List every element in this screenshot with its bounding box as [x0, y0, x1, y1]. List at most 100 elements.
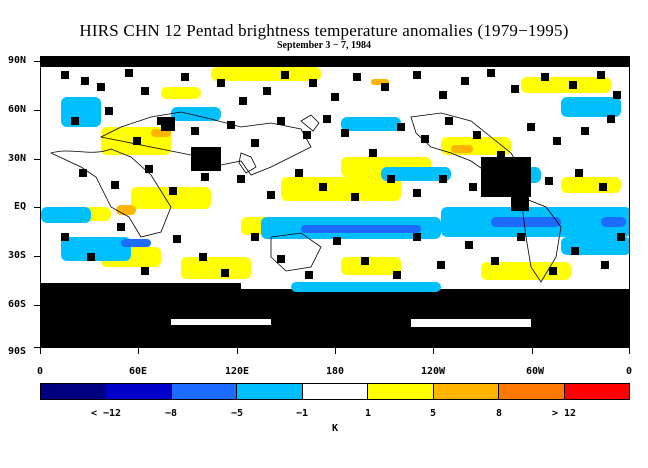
missing-data-cell: [393, 271, 401, 279]
missing-data-cell: [527, 123, 535, 131]
missing-data-cell: [87, 253, 95, 261]
cold-anomaly-region: [601, 217, 626, 227]
missing-data-cell: [133, 137, 141, 145]
missing-data-cell: [141, 267, 149, 275]
y-tick: [34, 110, 40, 111]
warm-anomaly-region: [131, 187, 211, 209]
cold-anomaly-region: [121, 239, 151, 247]
missing-data-cell: [309, 79, 317, 87]
missing-data-cell: [323, 115, 331, 123]
missing-data-cell: [497, 151, 505, 159]
colorbar-segment: [499, 384, 565, 399]
missing-data-cell: [125, 69, 133, 77]
cool-anomaly-region: [61, 97, 101, 127]
missing-data-cell: [227, 121, 235, 129]
y-tick: [34, 347, 40, 348]
x-label-60e: 60E: [128, 366, 148, 377]
missing-data-cell: [469, 183, 477, 191]
colorbar-label: −1: [295, 408, 309, 419]
missing-data-cell: [71, 117, 79, 125]
data-gap: [411, 319, 531, 327]
missing-data-cell: [613, 91, 621, 99]
colorbar-label: 1: [364, 408, 372, 419]
colorbar: [40, 383, 630, 400]
missing-data-cell: [111, 181, 119, 189]
missing-data-cell: [333, 237, 341, 245]
missing-data-cell: [267, 191, 275, 199]
cool-anomaly-region: [341, 117, 401, 131]
warm-anomaly-region: [181, 257, 251, 279]
cool-anomaly-region: [561, 97, 621, 117]
missing-data-region: [161, 117, 175, 131]
missing-data-cell: [199, 253, 207, 261]
anomaly-map: [40, 56, 630, 348]
x-tick: [40, 348, 41, 354]
missing-data-cell: [319, 183, 327, 191]
missing-data-cell: [81, 77, 89, 85]
map-title: HIRS CHN 12 Pentad brightness temperatur…: [79, 21, 569, 40]
colorbar-label: −5: [230, 408, 244, 419]
coastline: [300, 114, 320, 132]
y-label-30s: 30S: [7, 250, 26, 261]
y-label-90s: 90S: [7, 346, 26, 357]
y-tick: [34, 207, 40, 208]
coastline: [99, 111, 312, 176]
missing-data-cell: [79, 169, 87, 177]
colorbar-label: > 12: [551, 408, 577, 419]
missing-data-cell: [445, 117, 453, 125]
missing-data-region: [481, 157, 531, 197]
x-tick: [433, 348, 434, 354]
y-label-60s: 60S: [7, 299, 26, 310]
colorbar-label: 8: [495, 408, 503, 419]
missing-data-cell: [263, 87, 271, 95]
x-tick: [237, 348, 238, 354]
missing-data-cell: [421, 135, 429, 143]
missing-data-cell: [439, 91, 447, 99]
missing-data-cell: [601, 261, 609, 269]
missing-data-cell: [305, 271, 313, 279]
warm-anomaly-region: [211, 67, 321, 81]
missing-data-cell: [239, 97, 247, 105]
missing-data-cell: [473, 131, 481, 139]
y-tick: [34, 61, 40, 62]
x-label-60w: 60W: [525, 366, 545, 377]
colorbar-label: 5: [429, 408, 437, 419]
missing-data-region: [511, 197, 529, 211]
missing-data-cell: [369, 149, 377, 157]
x-label-120e: 120E: [224, 366, 250, 377]
x-tick: [629, 348, 630, 354]
missing-data-cell: [237, 175, 245, 183]
missing-data-cell: [141, 87, 149, 95]
missing-data-cell: [381, 83, 389, 91]
colorbar-segment: [433, 384, 500, 399]
missing-data-cell: [387, 175, 395, 183]
missing-data-cell: [439, 175, 447, 183]
missing-data-cell: [117, 223, 125, 231]
missing-data-region: [41, 57, 629, 67]
missing-data-cell: [413, 189, 421, 197]
missing-data-cell: [169, 187, 177, 195]
missing-data-cell: [597, 71, 605, 79]
missing-data-cell: [541, 73, 549, 81]
x-tick: [138, 348, 139, 354]
x-tick: [532, 348, 533, 354]
missing-data-cell: [571, 247, 579, 255]
data-gap: [171, 319, 271, 325]
coastline: [410, 112, 527, 188]
missing-data-cell: [413, 71, 421, 79]
missing-data-cell: [575, 169, 583, 177]
warm-anomaly-region: [281, 177, 401, 201]
missing-data-cell: [397, 123, 405, 131]
x-label-0: 0: [36, 366, 44, 377]
missing-data-cell: [599, 183, 607, 191]
missing-data-cell: [221, 269, 229, 277]
missing-data-cell: [251, 139, 259, 147]
colorbar-segment: [564, 384, 629, 399]
missing-data-cell: [511, 85, 519, 93]
warm-anomaly-region: [341, 257, 401, 275]
missing-data-cell: [201, 173, 209, 181]
missing-data-cell: [553, 137, 561, 145]
missing-data-cell: [607, 115, 615, 123]
missing-data-cell: [61, 233, 69, 241]
cold-anomaly-region: [491, 217, 561, 227]
